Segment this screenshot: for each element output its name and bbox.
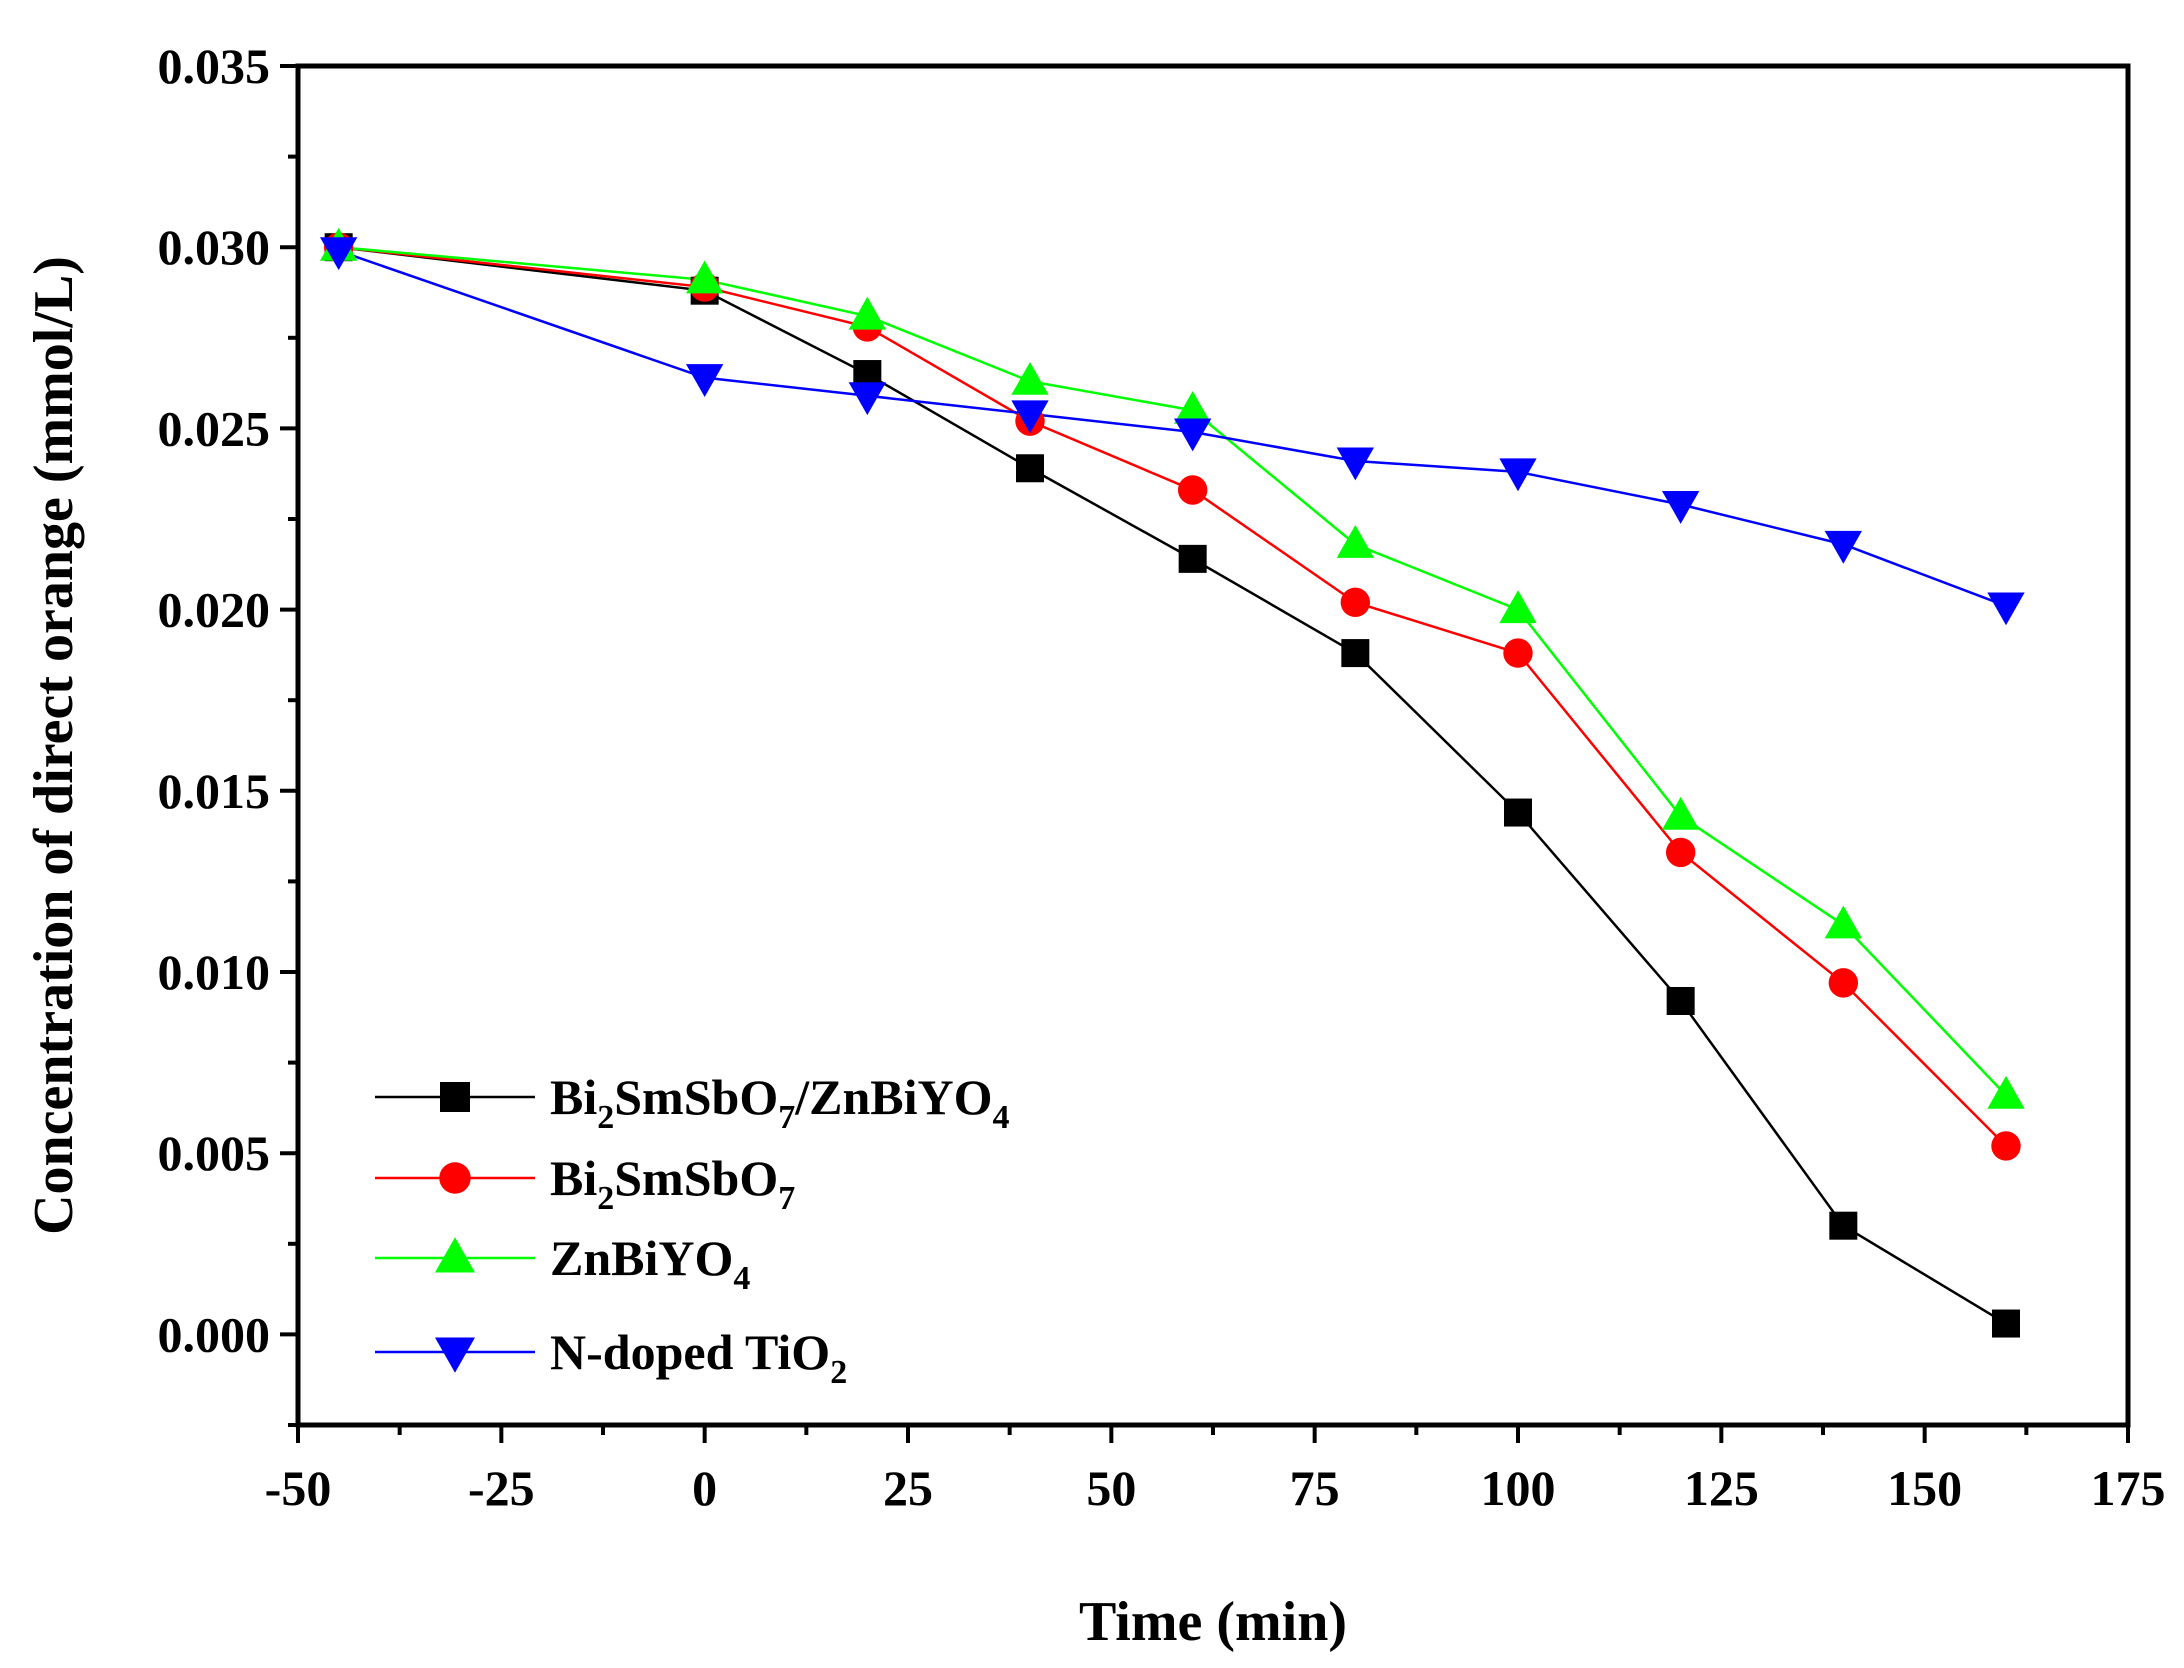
series-markers: [319, 227, 2025, 1338]
legend-text: SmSbO: [614, 1150, 778, 1206]
data-point: [1661, 796, 1700, 830]
legend: Bi2SmSbO7/ZnBiYO4Bi2SmSbO7ZnBiYO4N-doped…: [375, 1069, 1010, 1391]
y-tick-label: 0.010: [158, 944, 271, 1000]
data-point: [1666, 986, 1695, 1015]
series-line: [338, 245, 2007, 1325]
series-line: [338, 245, 2007, 1097]
data-point: [1665, 837, 1696, 868]
data-point: [1503, 638, 1533, 668]
data-point: [848, 382, 887, 416]
x-tick-label: 175: [2091, 1460, 2166, 1516]
legend-text: Bi: [550, 1150, 597, 1206]
legend-subscript: 2: [597, 1099, 614, 1136]
data-point: [1336, 447, 1375, 481]
data-point: [1499, 458, 1537, 492]
x-tick-label: 50: [1086, 1460, 1136, 1516]
legend-label: Bi2SmSbO7/ZnBiYO4: [550, 1069, 1010, 1136]
legend-text: /ZnBiYO: [794, 1069, 992, 1125]
data-point: [1991, 1131, 2021, 1161]
data-point: [1341, 639, 1370, 668]
y-tick-label: 0.000: [158, 1306, 271, 1362]
data-point: [319, 237, 358, 271]
data-point: [1336, 525, 1375, 558]
legend-subscript: 4: [733, 1260, 750, 1297]
legend-subscript: 7: [778, 1099, 795, 1136]
series-line: [338, 249, 2007, 608]
y-tick-label: 0.030: [158, 219, 271, 275]
y-tick-label: 0.020: [158, 582, 271, 638]
x-tick-label: 100: [1481, 1460, 1556, 1516]
series-lines: [338, 245, 2007, 1325]
x-tick-label: 0: [692, 1460, 717, 1516]
legend-subscript: 2: [830, 1354, 847, 1391]
data-point: [1828, 968, 1859, 998]
data-point: [1011, 361, 1049, 395]
data-point: [848, 296, 887, 330]
x-tick-label: 125: [1684, 1460, 1759, 1516]
data-point: [685, 260, 724, 294]
data-point: [1178, 544, 1207, 573]
legend-text: SmSbO: [614, 1069, 778, 1125]
y-tick-label: 0.035: [158, 38, 271, 94]
data-point: [1829, 1211, 1858, 1240]
data-point: [1824, 905, 1863, 939]
data-point: [1173, 390, 1212, 424]
x-tick-label: 25: [883, 1460, 933, 1516]
legend-label: N-doped TiO2: [550, 1324, 847, 1391]
legend-label: Bi2SmSbO7: [550, 1150, 795, 1217]
data-point: [1340, 587, 1371, 618]
legend-text: ZnBiYO: [550, 1230, 733, 1286]
data-point: [1504, 798, 1532, 827]
legend-label: ZnBiYO4: [550, 1230, 750, 1297]
legend-subscript: 7: [778, 1180, 795, 1217]
x-tick-label: 150: [1887, 1460, 1962, 1516]
x-tick-label: -25: [468, 1460, 535, 1516]
data-point: [1661, 490, 1700, 524]
legend-text: Bi: [550, 1069, 597, 1125]
data-point: [1992, 1309, 2020, 1338]
data-point: [1987, 592, 2025, 626]
y-tick-label: 0.025: [158, 400, 271, 456]
y-tick-label: 0.005: [158, 1125, 271, 1181]
legend-subscript: 4: [993, 1099, 1010, 1136]
y-tick-label: 0.015: [158, 763, 271, 819]
axis-ticks: -50 -25 0 25 50 75 100 125 150 175 0.000 0.005 0.010…: [158, 38, 2166, 1516]
data-point: [1016, 454, 1044, 483]
data-point: [1824, 530, 1863, 564]
data-point: [685, 364, 724, 397]
legend-marker: [434, 1237, 476, 1273]
series-line: [338, 245, 2007, 1147]
data-point: [1987, 1075, 2025, 1109]
legend-marker: [440, 1082, 470, 1112]
data-point: [1173, 418, 1212, 452]
y-axis-title: Concentration of direct orange (mmol/L): [23, 256, 85, 1235]
legend-subscript: 2: [597, 1180, 614, 1217]
data-point: [1499, 590, 1537, 624]
legend-marker: [434, 1337, 476, 1373]
x-tick-label: 75: [1290, 1460, 1340, 1516]
x-axis-title: Time (min): [1079, 1591, 1347, 1653]
legend-marker: [439, 1162, 471, 1194]
x-tick-label: -50: [265, 1460, 332, 1516]
data-point: [1011, 400, 1049, 434]
data-point: [1177, 475, 1208, 505]
legend-text: N-doped TiO: [550, 1324, 830, 1380]
